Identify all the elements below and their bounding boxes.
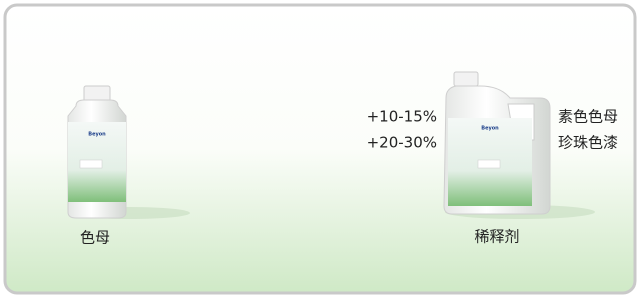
ratio-label: +10-15% [367, 108, 437, 126]
brand-label: Beyon [88, 132, 106, 138]
product-label: 稀释剂 [474, 228, 519, 246]
brand-label: Beyon [481, 126, 499, 132]
ratio-label: +20-30% [367, 134, 437, 152]
paint-type-label: 素色色母 [558, 108, 618, 126]
page: Beyon Beyon 色母 稀释剂 +10-15% +20-30% 素色色母 … [0, 0, 640, 298]
paint-type-label: 珍珠色漆 [558, 134, 618, 152]
product-label: 色母 [80, 229, 110, 247]
product-panel: Beyon Beyon 色母 稀释剂 +10-15% +20-30% 素色色母 … [0, 0, 640, 298]
